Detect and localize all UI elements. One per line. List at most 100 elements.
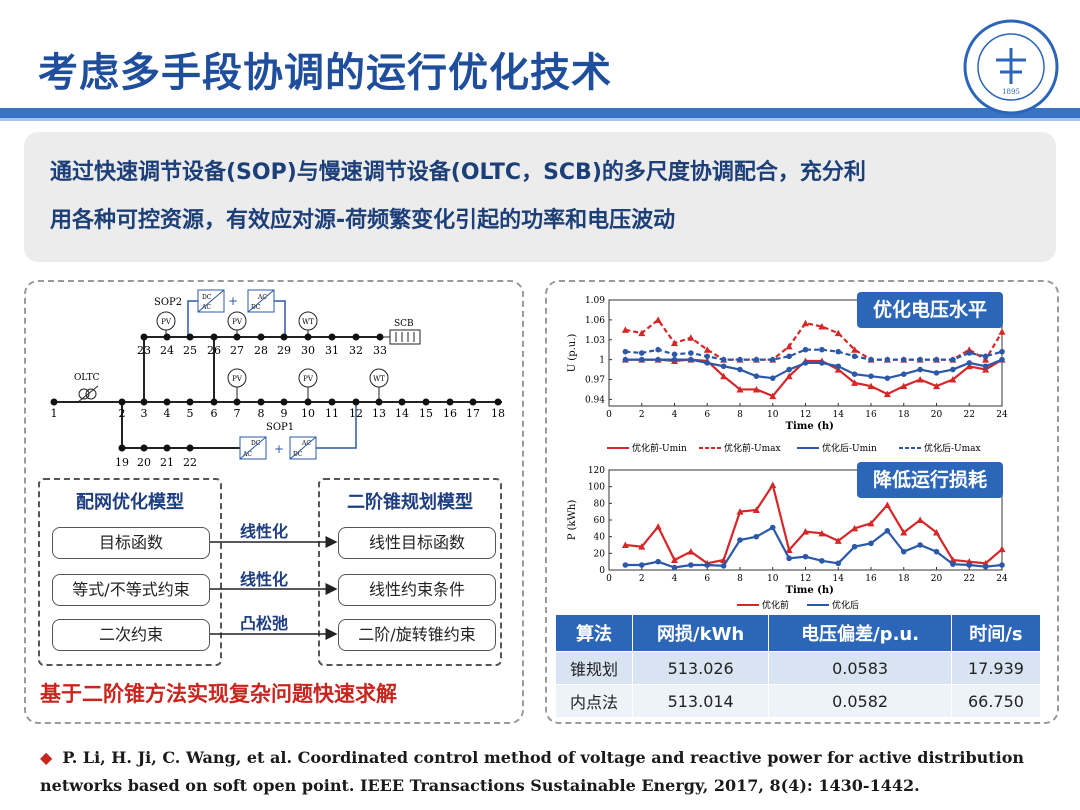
data-point [851,371,858,377]
sop1-converter: SOP1 DC AC + AC DC [239,402,357,460]
data-point [703,346,711,353]
pv-source-main-1: PV [227,368,247,402]
distribution-model-box: 配网优化模型 [38,478,222,666]
svg-text:+: + [274,442,284,456]
left-item-constraints: 等式/不等式约束 [52,574,210,606]
y-tick-label: 100 [588,483,605,493]
results-panel: 0 2 4 6 8 10 12 14 16 18 20 22 24 0.94 0.97 1 1.03 1.06 1.… [545,280,1059,724]
svg-text:AC: AC [301,440,311,447]
data-point [933,382,940,390]
y-tick-label: 80 [594,499,606,509]
data-point [671,564,678,571]
data-point [999,356,1005,363]
data-point [720,372,728,380]
loss-chart: 0 2 4 6 8 10 12 14 16 18 20 22 24020406080100120Time… [567,466,1008,596]
data-point [704,562,711,568]
data-point [621,541,629,548]
data-point [851,379,859,386]
bus-node [118,398,126,406]
data-point [965,362,973,370]
y-tick-label: 1.03 [585,336,605,346]
data-point [752,385,760,393]
data-point [933,548,940,555]
logo-year: 1895 [1002,88,1020,96]
summary-line-2: 用各种可控资源，有效应对源-荷频繁变化引起的功率和电压波动 [50,208,676,233]
x-tick-label: 0 [606,410,612,420]
data-point [900,371,907,377]
data-point [835,560,842,567]
svg-text:PV: PV [161,318,172,326]
data-point [638,329,646,337]
right-item-cone: 二阶/旋转锥约束 [338,619,496,651]
x-tick-label: 22 [964,410,975,420]
bus-label: 32 [349,344,363,357]
data-point [818,323,826,330]
data-point [868,540,874,547]
bus-node [398,398,406,406]
bus-label: 14 [395,407,409,420]
data-point [671,351,678,358]
bus-label: 23 [137,344,151,357]
bus-node [163,333,171,341]
data-point [834,329,842,337]
data-point [720,563,727,569]
legend-label: 优化前-Umax [724,442,781,454]
bus-label: 29 [277,344,291,357]
results-table: 算法 网损/kWh 电压偏差/p.u. 时间/s 锥规划 513.026 0.0… [554,614,1042,718]
left-item-objective: 目标函数 [52,527,210,559]
data-point [688,562,694,568]
data-point [851,524,859,532]
data-point [688,350,694,356]
bus-label: 22 [183,456,197,469]
bus-node [118,444,126,452]
bus-label: 21 [160,456,174,469]
data-point [883,501,891,508]
bus-node [304,333,312,341]
y-axis-label: P (kWh) [567,500,578,541]
table-header: 算法 [554,614,634,652]
bus-node [186,333,194,341]
bus-node [446,398,454,406]
series-line [625,358,1003,398]
reference-text: P. Li, H. Ji, C. Wang, et al. Coordinate… [40,748,1025,795]
bus-label: 30 [301,344,315,357]
data-point [883,390,891,398]
bus-node [210,333,218,341]
bus-node [50,398,58,406]
data-point [835,363,842,370]
x-axis-label: Time (h) [786,585,834,596]
svg-text:DC: DC [251,304,261,311]
svg-text:+: + [228,294,238,308]
data-point [671,556,678,563]
bus-label: 2 [119,407,126,420]
data-point [982,353,989,360]
data-point [769,524,776,531]
data-point [786,555,792,562]
data-point [819,360,825,366]
y-tick-label: 40 [594,533,606,543]
data-point [785,546,793,553]
data-point [949,556,957,563]
series-line [625,348,1003,361]
table-cell: 内点法 [554,684,634,718]
x-tick-label: 12 [800,410,811,420]
svg-text:PV: PV [303,375,314,383]
legend-label: 优化后 [832,599,859,611]
data-point [982,356,990,363]
wt-source-main: WT [369,368,389,402]
table-header: 网损/kWh [632,614,770,652]
x-tick-label: 8 [737,574,743,584]
bus-node [163,398,171,406]
distribution-model-title: 配网优化模型 [76,492,184,513]
x-tick-label: 24 [996,410,1008,420]
x-tick-label: 6 [704,410,710,420]
data-point [655,346,661,353]
bus-node [140,444,148,452]
data-point [655,558,661,565]
socp-model-title: 二阶锥规划模型 [347,492,473,513]
series-line [625,482,1003,565]
data-point [622,356,629,363]
data-point [884,375,891,381]
bus-label: 28 [254,344,268,357]
summary-box: 通过快速调节设备(SOP)与慢速调节设备(OLTC，SCB)的多尺度协调配合，充… [24,132,1056,262]
